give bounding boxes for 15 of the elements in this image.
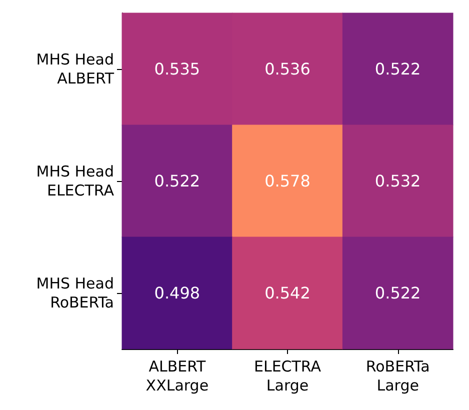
data-label: 0.522 [374,60,421,78]
y-tick-label: MHS Head ALBERT [36,50,115,88]
data-label: 0.542 [264,284,310,302]
data-label: 0.535 [154,60,200,78]
data-label: 0.522 [154,172,200,190]
x-tick-label: ELECTRA Large [254,358,322,394]
y-tick-label: MHS Head ELECTRA [36,162,115,200]
data-label: 0.536 [264,60,310,78]
x-tick-label: RoBERTa Large [366,358,430,394]
data-label: 0.532 [374,172,421,190]
data-label: 0.578 [264,172,310,190]
x-tick-label: ALBERT XXLarge [146,358,209,394]
data-label: 0.522 [374,284,421,302]
y-tick-label: MHS Head RoBERTa [36,274,114,312]
data-label: 0.498 [154,284,200,302]
